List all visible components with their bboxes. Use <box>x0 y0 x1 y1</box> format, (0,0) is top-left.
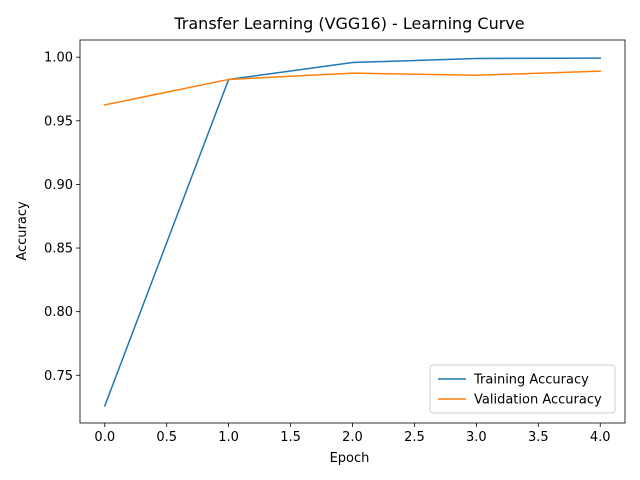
x-tick-label: 1.0 <box>218 430 239 445</box>
x-axis-label: Epoch <box>330 451 370 466</box>
y-tick-label: 0.85 <box>44 242 73 257</box>
series-line-training-accuracy <box>103 57 601 407</box>
x-tick-label: 1.5 <box>280 430 301 445</box>
x-tick-label: 0.0 <box>94 430 115 445</box>
series-line-validation-accuracy <box>103 70 602 106</box>
legend-box <box>429 364 616 414</box>
x-tick-label: 2.5 <box>404 430 425 445</box>
y-tick-label: 0.75 <box>44 369 73 384</box>
x-tick-label: 3.5 <box>528 430 549 445</box>
x-tick-label: 0.5 <box>156 430 177 445</box>
plot-area: 0.0 0.5 1.0 1.5 2.0 2.5 3.0 3.5 4.0 0.75 0.80 0.85 0… <box>44 39 626 445</box>
y-axis-label: Accuracy <box>15 201 30 261</box>
legend-label: Validation Accuracy <box>474 393 602 408</box>
y-tick-label: 0.90 <box>44 178 73 193</box>
legend: Training Accuracy Validation Accuracy <box>429 364 616 414</box>
x-tick-label: 2.0 <box>342 430 363 445</box>
x-tick-label: 4.0 <box>590 430 611 445</box>
x-tick-label: 3.0 <box>466 430 487 445</box>
legend-label: Training Accuracy <box>473 373 589 388</box>
y-tick-label: 1.00 <box>44 51 73 66</box>
chart-title: Transfer Learning (VGG16) - Learning Cur… <box>173 14 524 33</box>
y-tick-label: 0.80 <box>44 305 73 320</box>
y-tick-label: 0.95 <box>44 114 73 129</box>
